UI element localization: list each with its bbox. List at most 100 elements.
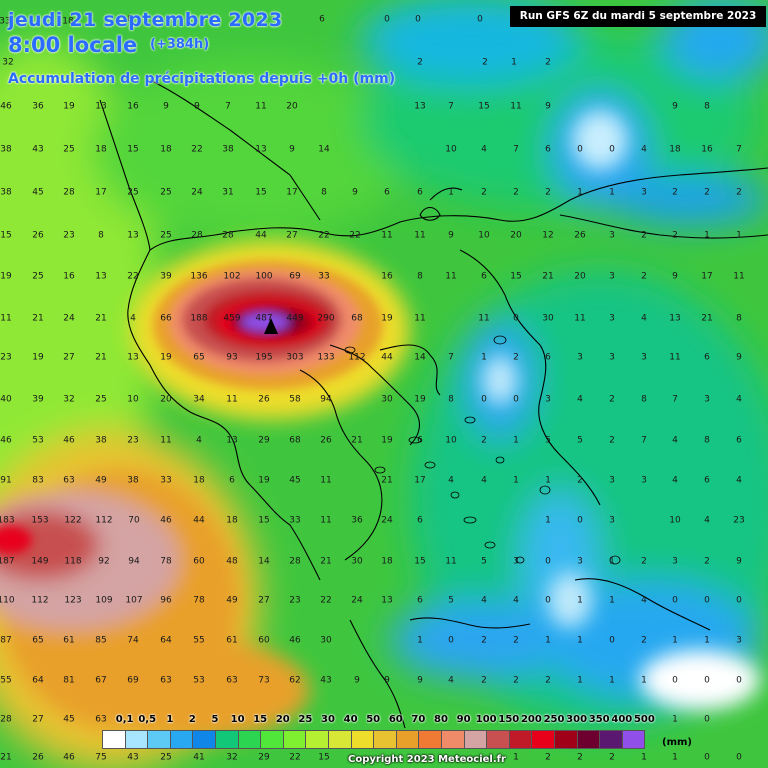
- grid-value: 5: [545, 435, 551, 446]
- grid-value: 0: [736, 595, 742, 606]
- grid-value: 23: [127, 435, 139, 446]
- grid-value: 46: [289, 635, 301, 646]
- grid-value: 29: [258, 752, 270, 763]
- legend-swatch: [305, 730, 329, 749]
- grid-value: 11: [320, 475, 332, 486]
- grid-value: 7: [448, 352, 454, 363]
- grid-value: 26: [32, 752, 44, 763]
- grid-value: 13: [95, 271, 107, 282]
- grid-value: 75: [95, 752, 107, 763]
- grid-value: 110: [0, 595, 15, 606]
- grid-value: 43: [32, 144, 44, 155]
- grid-value: 44: [381, 352, 393, 363]
- legend-label: 40: [343, 714, 358, 725]
- grid-value: 55: [0, 675, 12, 686]
- grid-value: 2: [417, 57, 423, 68]
- legend-swatch: [124, 730, 149, 749]
- grid-value: 21: [95, 352, 107, 363]
- grid-value: 2: [641, 271, 647, 282]
- grid-value: 1: [672, 714, 678, 725]
- legend-label: 25: [298, 714, 313, 725]
- grid-value: 4: [481, 595, 487, 606]
- grid-value: 41: [193, 752, 205, 763]
- grid-value: 6: [417, 435, 423, 446]
- grid-value: 4: [448, 675, 454, 686]
- grid-value: 74: [127, 635, 139, 646]
- grid-value: 2: [609, 752, 615, 763]
- grid-value: 2: [641, 230, 647, 241]
- grid-value: 8: [127, 14, 133, 25]
- grid-value: 133: [317, 352, 335, 363]
- grid-value: 6: [417, 515, 423, 526]
- legend-label: 70: [411, 714, 426, 725]
- grid-value: 69: [127, 675, 139, 686]
- grid-value: 45: [32, 187, 44, 198]
- grid-value: 28: [63, 187, 75, 198]
- grid-value: 4: [577, 394, 583, 405]
- grid-value: 36: [351, 515, 363, 526]
- grid-value: 0: [704, 595, 710, 606]
- grid-value: 91: [0, 475, 12, 486]
- grid-value: 30: [542, 313, 554, 324]
- grid-value: 2: [545, 752, 551, 763]
- legend-label: 50: [366, 714, 381, 725]
- grid-value: 13: [226, 435, 238, 446]
- grid-value: 27: [63, 352, 75, 363]
- grid-value: 3: [545, 394, 551, 405]
- grid-value: 46: [160, 515, 172, 526]
- grid-value: 0: [477, 14, 483, 25]
- grid-value: 2: [704, 556, 710, 567]
- grid-value: 38: [0, 187, 12, 198]
- grid-value: 38: [95, 435, 107, 446]
- legend-swatch: [576, 730, 601, 749]
- grid-value: 11: [445, 556, 457, 567]
- grid-value: 100: [255, 271, 273, 282]
- grid-value: 6: [384, 187, 390, 198]
- grid-value: 24: [351, 595, 363, 606]
- grid-value: 11: [445, 271, 457, 282]
- grid-value: 19: [258, 475, 270, 486]
- grid-value: 136: [190, 271, 208, 282]
- grid-value: 85: [95, 635, 107, 646]
- grid-value: 9: [672, 271, 678, 282]
- legend-label: 90: [456, 714, 471, 725]
- grid-value: 9: [417, 675, 423, 686]
- grid-value: 30: [320, 635, 332, 646]
- grid-value: 9: [545, 101, 551, 112]
- grid-value: 18: [62, 16, 74, 27]
- grid-value: 3: [577, 556, 583, 567]
- grid-value: 21: [0, 752, 12, 763]
- grid-value: 46: [0, 435, 12, 446]
- coastlines: [99, 79, 768, 729]
- grid-value: 21: [701, 313, 713, 324]
- grid-value: 1: [513, 752, 519, 763]
- grid-value: 36: [32, 101, 44, 112]
- grid-value: 2: [481, 635, 487, 646]
- grid-value: 1: [704, 230, 710, 241]
- grid-value: 7: [513, 144, 519, 155]
- grid-value: 1: [513, 475, 519, 486]
- grid-value: 15: [414, 556, 426, 567]
- grid-value: 13: [127, 352, 139, 363]
- grid-value: 10: [478, 230, 490, 241]
- grid-value: 38: [0, 144, 12, 155]
- grid-value: 2: [482, 57, 488, 68]
- grid-value: 21: [32, 313, 44, 324]
- peak-marker-icon: [264, 318, 278, 334]
- grid-value: 28: [0, 714, 12, 725]
- grid-value: 44: [193, 515, 205, 526]
- grid-value: 49: [226, 595, 238, 606]
- grid-value: 15: [510, 271, 522, 282]
- grid-value: 32: [226, 752, 238, 763]
- grid-value: 55: [193, 635, 205, 646]
- legend-swatch: [554, 730, 578, 749]
- grid-value: 23: [63, 230, 75, 241]
- legend-label: 150: [498, 714, 520, 725]
- grid-value: 92: [98, 556, 110, 567]
- grid-value: 78: [193, 595, 205, 606]
- grid-value: 3: [609, 271, 615, 282]
- grid-value: 1: [641, 675, 647, 686]
- grid-value: 63: [95, 714, 107, 725]
- grid-value: 13: [255, 144, 267, 155]
